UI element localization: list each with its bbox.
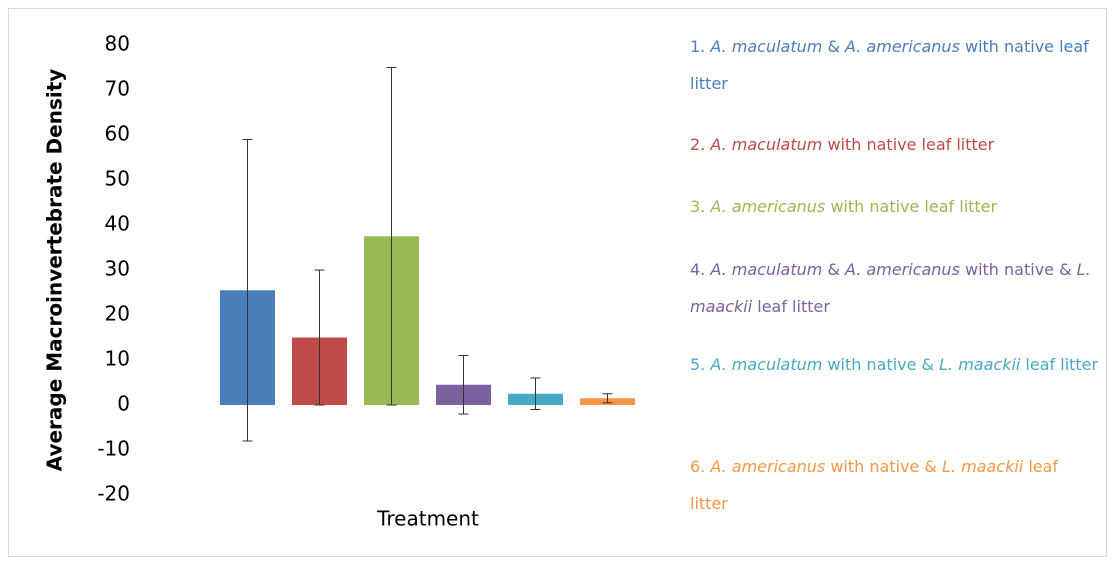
legend-entry: 1. A. maculatum & A. americanus with nat… (690, 37, 1089, 93)
y-tick-label: -10 (97, 437, 130, 461)
y-tick-label: 0 (117, 392, 130, 416)
y-tick-label: 70 (105, 77, 130, 101)
error-bar (242, 139, 253, 442)
y-tick-label: 30 (105, 257, 130, 281)
legend-entry: 2. A. maculatum with native leaf litter (690, 135, 995, 154)
legend-entry: 4. A. maculatum & A. americanus with nat… (690, 260, 1091, 316)
y-tick-label: 10 (105, 347, 130, 371)
legend-entry: 5. A. maculatum with native & L. maackii… (690, 355, 1099, 374)
y-tick-label: 80 (105, 32, 130, 56)
error-bar (314, 269, 325, 406)
legend-entry: 6. A. americanus with native & L. maacki… (690, 457, 1059, 513)
legend-entry: 3. A. americanus with native leaf litter (690, 197, 998, 216)
chart-border (8, 8, 1107, 557)
y-tick-label: 40 (105, 212, 130, 236)
y-tick-label: 50 (105, 167, 130, 191)
y-axis-title: Average Macroinvertebrate Density (43, 69, 67, 472)
error-bar (530, 377, 541, 410)
error-bar (458, 355, 469, 415)
y-tick-label: -20 (97, 482, 130, 506)
error-bar (386, 67, 397, 406)
y-tick-label: 20 (105, 302, 130, 326)
error-bar (602, 393, 613, 404)
x-axis-title: Treatment (376, 507, 479, 531)
y-tick-label: 60 (105, 122, 130, 146)
